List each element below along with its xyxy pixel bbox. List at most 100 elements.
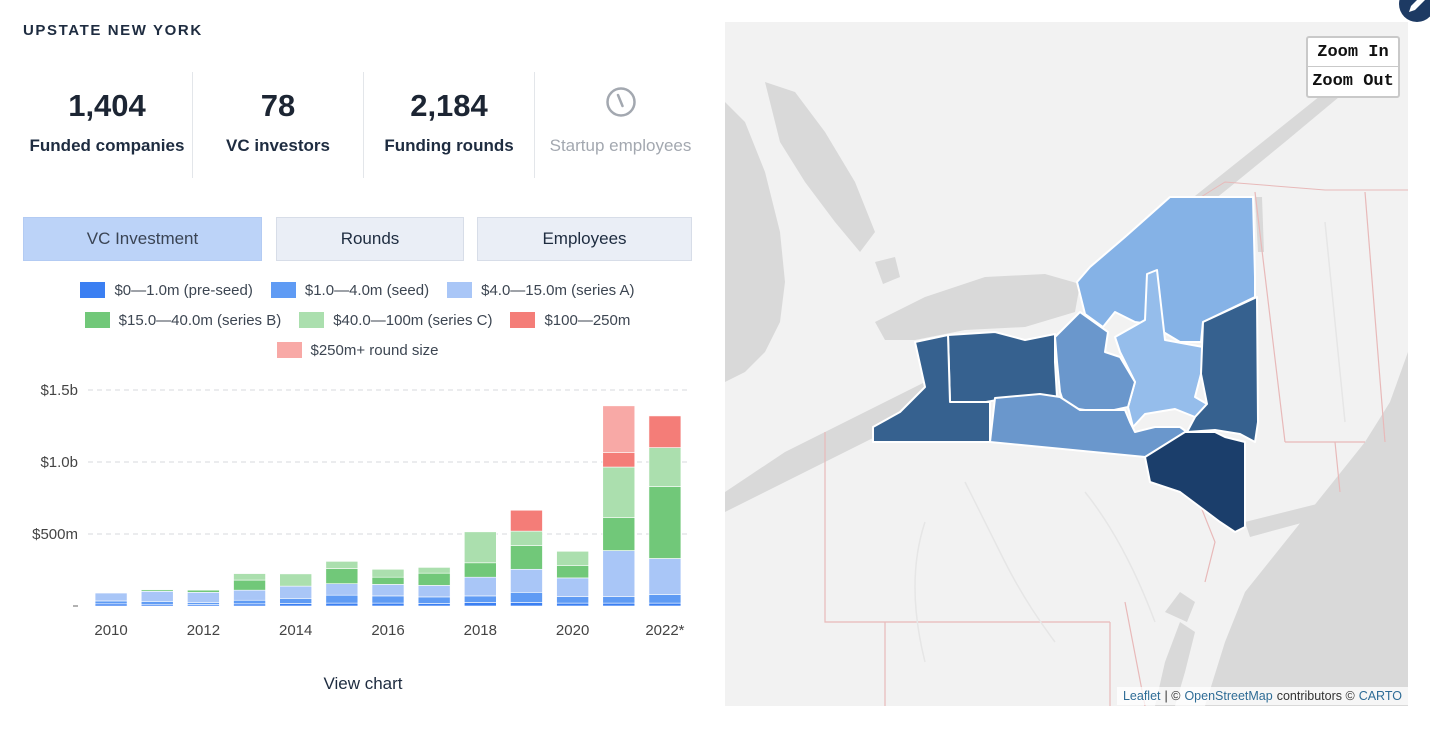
bar-segment [648,486,682,559]
stat-value: 1,404 [68,88,146,123]
bar-segment [648,415,682,448]
region-hudson-valley[interactable] [1144,431,1246,533]
lake-ontario [875,274,1080,340]
legend-label: $4.0—15.0m (series A) [481,281,635,299]
bar-segment [417,572,451,586]
bar-segment [279,598,312,604]
map-attribution: Leaflet | © OpenStreetMap contributors ©… [1116,687,1408,705]
x-tick-label: 2020 [556,622,589,639]
atlantic-ocean [1205,352,1408,706]
bar-segment [510,592,543,603]
bar-segment [464,576,497,597]
region-mohawk-valley[interactable] [1114,269,1208,428]
bar-segment [187,602,220,605]
bar-segment [233,573,266,581]
attribution-separator: | © [1164,689,1181,703]
x-tick-label: 2022* [645,622,684,639]
loading-spinner-icon [605,87,636,117]
region-capital-region[interactable] [1186,296,1259,443]
bar-segment [556,565,589,579]
bar-segment [464,595,497,603]
stat-funding-rounds: 2,184 Funding rounds [364,72,535,178]
map-view[interactable] [725,22,1408,706]
stat-label: Funded companies [29,136,185,155]
stat-value: 2,184 [410,88,488,123]
bar-segment [510,568,543,593]
bar-segment [510,545,543,570]
zoom-in-button[interactable]: Zoom In [1308,38,1398,67]
x-tick-label: 2018 [464,622,497,639]
bar-segment [325,594,359,604]
map-canvas[interactable] [725,22,1408,706]
bar-segment [140,601,174,605]
bar-segment [417,585,451,598]
lake-simcoe [875,257,900,284]
region-western-ny[interactable] [872,334,991,443]
stat-funded-companies: 1,404 Funded companies [22,72,193,178]
bar-segment [648,594,682,604]
bar-segment [94,603,128,607]
bar-segment [233,589,266,601]
stat-vc-investors: 78 VC investors [193,72,364,178]
tab-rounds[interactable]: Rounds [276,217,464,261]
bar-segment [325,568,359,584]
bar-segment [417,596,451,604]
legend-label: $0—1.0m (pre-seed) [114,281,253,299]
bar-segment [371,602,405,607]
bar-segment [140,591,174,602]
long-island-sound [1245,492,1375,537]
stat-value: 78 [260,88,296,123]
legend-label: $1.0—4.0m (seed) [304,281,430,299]
bar-segment [648,447,682,487]
stat-startup-employees: Startup employees [535,72,706,178]
pencil-icon [1409,0,1425,12]
attribution-contributors: contributors © [1276,689,1355,703]
legend-row: $0—1.0m (pre-seed) $1.0—4.0m (seed) $4.0… [0,279,715,301]
legend-swatch [270,282,296,298]
bar-segment [417,567,451,574]
legend-label: $40.0—100m (series C) [333,311,493,329]
bar-segment [417,603,451,607]
legend-label: $100—250m [544,311,631,329]
bar-segment [187,592,220,603]
bar-segment [187,589,220,593]
zoom-out-button[interactable]: Zoom Out [1312,72,1394,91]
bar-segment [94,600,128,605]
bar-segment [279,585,312,599]
bar-segment [371,568,405,578]
legend-item: $250m+ round size [276,339,439,361]
tab-employees[interactable]: Employees [477,217,692,261]
bar-segment [602,466,636,518]
bar-segment [602,550,636,597]
edit-icon[interactable] [1399,0,1430,22]
zoom-control: Zoom In Zoom Out [1306,36,1400,98]
bar-segment [233,579,266,591]
bar-segment [233,603,266,607]
view-chart-link[interactable]: View chart [323,674,403,693]
bar-segment [602,596,636,604]
leaflet-link[interactable]: Leaflet [1122,689,1161,703]
y-tick-label: $1.0b [40,454,78,471]
osm-link[interactable]: OpenStreetMap [1184,689,1273,703]
state-borders [824,191,1386,706]
region-central-ny[interactable] [1054,311,1136,413]
bar-segment [510,602,543,607]
lake-huron [725,102,785,382]
tab-vc-investment[interactable]: VC Investment [23,217,262,261]
x-tick-label: 2012 [187,622,220,639]
bar-segment [233,599,266,605]
dashboard-panel: UPSTATE NEW YORK 1,404 Funded companies … [0,22,715,693]
stat-label: VC investors [226,136,330,155]
bar-segment [279,573,312,587]
bar-segment [510,509,543,532]
bar-segment [602,405,636,453]
legend-swatch [510,312,536,328]
stats-row: 1,404 Funded companies 78 VC investors 2… [22,72,707,178]
legend-item: $4.0—15.0m (series A) [447,279,635,301]
bar-segment [602,602,636,607]
y-tick-label: $1.5b [40,382,78,399]
carto-link[interactable]: CARTO [1358,689,1402,703]
legend-row: $15.0—40.0m (series B) $40.0—100m (serie… [0,309,715,331]
rivers [914,221,1346,663]
legend-swatch [447,282,473,298]
